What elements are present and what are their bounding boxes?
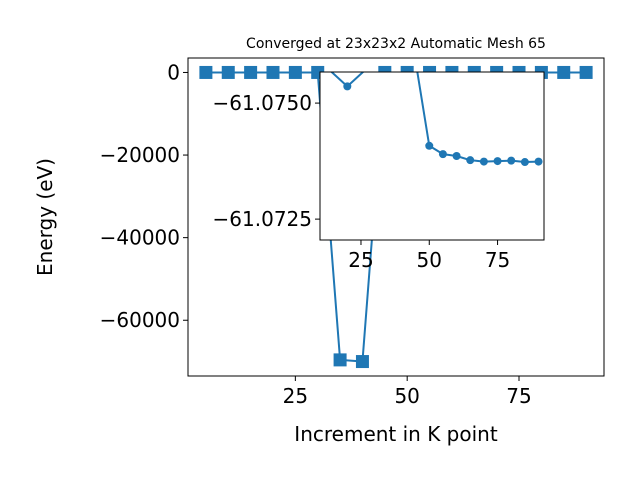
main-x-ticks: 25 50 75 bbox=[283, 376, 532, 408]
data-point bbox=[520, 158, 529, 167]
x-tick-label: 50 bbox=[417, 248, 442, 272]
y-tick-label: −20000 bbox=[100, 143, 180, 167]
inset-y-ticks: −61.0750 −61.0725 bbox=[213, 91, 320, 231]
x-tick-label: 25 bbox=[348, 248, 373, 272]
data-point bbox=[288, 65, 302, 79]
data-point bbox=[479, 157, 488, 166]
inset-series-points bbox=[343, 82, 543, 167]
y-axis-label: Energy (eV) bbox=[33, 158, 57, 276]
data-point bbox=[221, 65, 235, 79]
data-point bbox=[579, 65, 593, 79]
data-point bbox=[557, 65, 571, 79]
y-tick-label: −40000 bbox=[100, 226, 180, 250]
data-point bbox=[333, 353, 347, 367]
data-point bbox=[507, 156, 516, 165]
y-tick-label: −60000 bbox=[100, 308, 180, 332]
data-point bbox=[452, 152, 461, 160]
main-plot-frame bbox=[187, 57, 605, 377]
data-point bbox=[244, 65, 258, 79]
inset-x-ticks: 25 50 75 bbox=[348, 240, 510, 272]
data-point bbox=[266, 65, 280, 79]
main-axes: 0 −20000 −40000 −60000 25 50 75 bbox=[100, 57, 605, 408]
inset-background bbox=[320, 72, 544, 240]
data-point bbox=[199, 65, 213, 79]
x-tick-label: 75 bbox=[506, 384, 531, 408]
x-tick-label: 25 bbox=[283, 384, 308, 408]
chart-title: Converged at 23x23x2 Automatic Mesh 65 bbox=[246, 36, 546, 52]
x-tick-label: 75 bbox=[485, 248, 510, 272]
main-y-ticks: 0 −20000 −40000 −60000 bbox=[100, 60, 188, 332]
data-point bbox=[343, 82, 352, 91]
y-tick-label: 0 bbox=[167, 60, 180, 84]
data-point bbox=[438, 150, 447, 159]
x-axis-label: Increment in K point bbox=[294, 422, 498, 446]
inset-axes: −61.0750 −61.0725 25 50 75 bbox=[213, 71, 545, 272]
y-tick-label: −61.0750 bbox=[213, 91, 312, 115]
y-tick-label: −61.0725 bbox=[213, 207, 312, 231]
data-point bbox=[466, 156, 475, 165]
data-point bbox=[534, 157, 543, 166]
inset-plot-frame bbox=[319, 71, 545, 241]
x-tick-label: 50 bbox=[394, 384, 419, 408]
data-point bbox=[425, 141, 434, 150]
data-point bbox=[493, 157, 502, 166]
data-point bbox=[355, 355, 369, 369]
